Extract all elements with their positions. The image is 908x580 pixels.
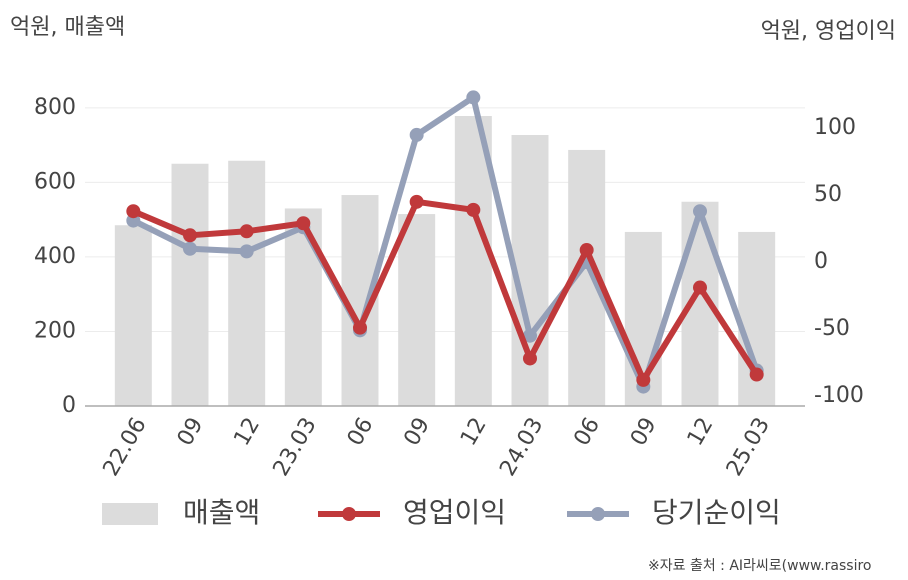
x-tick-label: 12 (683, 414, 719, 451)
x-tick-label: 06 (569, 414, 605, 451)
x-tick-label: 25.03 (722, 414, 775, 481)
point (579, 243, 594, 258)
bar (454, 116, 492, 406)
point (749, 367, 764, 382)
line (132, 198, 760, 383)
point (296, 216, 311, 231)
y-axis-label: 억원, 매출액 (10, 15, 125, 40)
point (693, 204, 707, 219)
source-note: ※자료 출처 : AI라씨로(www.rassiro (648, 558, 871, 574)
point (409, 127, 424, 142)
legend-swatch (342, 507, 356, 521)
x-tick-label: 09 (399, 414, 435, 451)
point (466, 90, 481, 105)
point (183, 228, 197, 243)
y2-tick-label: -100 (814, 383, 864, 408)
point (523, 351, 537, 366)
line (131, 94, 760, 390)
y-tick-label: 800 (34, 95, 76, 120)
y2-tick-label: 100 (814, 115, 856, 140)
x-tick-label: 06 (343, 414, 379, 451)
point (126, 204, 141, 219)
x-tick-label: 12 (229, 414, 265, 451)
x-tick-label: 09 (626, 414, 662, 451)
legend-swatch (102, 503, 158, 525)
x-tick-label: 22.06 (99, 414, 152, 481)
point (523, 328, 537, 343)
bar (284, 208, 322, 406)
point (409, 194, 424, 209)
point (353, 320, 367, 335)
y-tick-label: 200 (34, 318, 76, 343)
y2-axis-label: 억원, 영업이익 (761, 19, 896, 44)
bar (228, 160, 266, 406)
x-tick-label: 24.03 (495, 414, 548, 481)
point (183, 241, 197, 256)
legend-label: 당기순이익 (652, 496, 781, 529)
bar (114, 225, 152, 406)
point (636, 372, 651, 387)
point (466, 202, 481, 217)
legend-label: 매출액 (183, 496, 260, 529)
legend-swatch (591, 507, 605, 521)
y-tick-label: 0 (62, 393, 76, 418)
legend-label: 영업이익 (403, 496, 506, 529)
x-tick-label: 23.03 (269, 414, 322, 481)
x-tick-label: 09 (173, 414, 209, 451)
bar (171, 163, 209, 406)
y2-tick-label: -50 (814, 316, 850, 341)
y2-tick-label: 0 (814, 249, 828, 274)
x-tick-label: 12 (456, 414, 492, 451)
y-tick-label: 400 (34, 244, 76, 269)
point (239, 244, 254, 259)
bar (398, 214, 436, 406)
y2-tick-label: 50 (814, 182, 842, 207)
point (693, 280, 707, 295)
y-tick-label: 600 (34, 169, 76, 194)
point (239, 224, 254, 239)
